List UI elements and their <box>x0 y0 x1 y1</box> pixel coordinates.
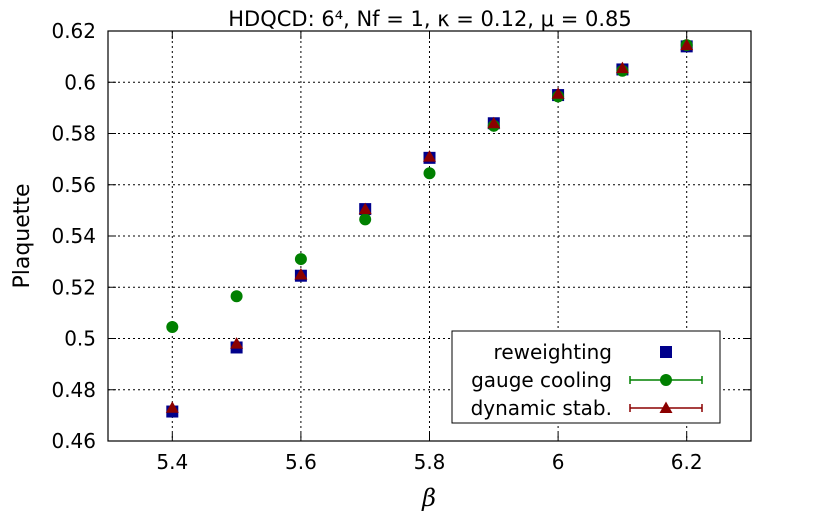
data-point-triangle <box>615 61 629 74</box>
x-axis-label: β <box>421 484 436 512</box>
data-points <box>165 38 694 418</box>
y-tick-label: 0.52 <box>51 275 96 299</box>
data-point-triangle <box>551 87 565 99</box>
data-point-triangle <box>680 38 694 51</box>
legend-marker-triangle <box>659 401 673 413</box>
data-point-circle <box>166 320 179 333</box>
y-tick-label: 0.6 <box>64 70 96 94</box>
y-tick-label: 0.56 <box>51 173 96 197</box>
y-tick-label: 0.48 <box>51 378 96 402</box>
data-point-circle <box>423 167 436 180</box>
data-point-triangle <box>358 202 372 215</box>
data-point-circle <box>359 213 372 226</box>
y-tick-label: 0.62 <box>51 19 96 43</box>
data-point-circle <box>230 290 243 303</box>
y-axis-label: Plaquette <box>10 183 35 288</box>
x-tick-label: 5.6 <box>285 450 317 474</box>
data-point-circle <box>294 253 307 266</box>
x-tick-label: 5.4 <box>156 450 188 474</box>
y-tick-label: 0.5 <box>64 327 96 351</box>
axis-ticks: 5.4 5.6 5.8 6 6.2 0.46 0.48 0.5 0.52 0.54 0.56 0.58… <box>51 19 751 474</box>
legend: reweighting gauge cooling dynamic stab. <box>451 330 721 424</box>
x-tick-label: 6.2 <box>671 450 703 474</box>
y-tick-label: 0.46 <box>51 429 96 453</box>
chart-title: HDQCD: 6⁴, Nf = 1, κ = 0.12, μ = 0.85 <box>228 7 631 31</box>
data-point-triangle <box>294 267 308 280</box>
series-triangle <box>165 38 694 413</box>
legend-label: gauge cooling <box>471 368 612 392</box>
legend-marker-square <box>660 346 672 358</box>
data-point-triangle <box>423 150 436 162</box>
legend-marker-circle <box>660 374 672 386</box>
legend-label: reweighting <box>494 340 612 364</box>
x-tick-label: 5.8 <box>414 450 446 474</box>
y-tick-label: 0.54 <box>51 224 96 248</box>
y-tick-label: 0.58 <box>51 122 96 146</box>
data-point-triangle <box>165 401 179 413</box>
data-point-triangle <box>487 116 501 129</box>
data-point-triangle <box>230 337 244 349</box>
x-tick-label: 6 <box>552 450 565 474</box>
legend-label: dynamic stab. <box>471 396 612 420</box>
